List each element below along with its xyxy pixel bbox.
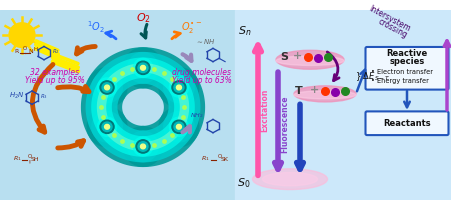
Circle shape — [176, 124, 181, 129]
Text: Reactive: Reactive — [386, 49, 427, 58]
Ellipse shape — [262, 173, 317, 186]
Circle shape — [138, 63, 147, 73]
Text: O: O — [217, 154, 221, 159]
Text: Fluorescence: Fluorescence — [279, 95, 288, 153]
Text: • Electron transfer: • Electron transfer — [370, 69, 432, 75]
Ellipse shape — [276, 50, 343, 69]
Text: SK: SK — [221, 157, 229, 162]
Text: T: T — [295, 86, 302, 96]
Text: +: + — [293, 51, 302, 61]
Text: O: O — [23, 46, 27, 51]
FancyBboxPatch shape — [365, 111, 447, 135]
Text: $R_1$: $R_1$ — [200, 154, 209, 163]
Ellipse shape — [276, 56, 343, 65]
Text: $O_2^{\bullet-}$: $O_2^{\bullet-}$ — [181, 20, 202, 35]
Circle shape — [138, 142, 147, 151]
Text: Excitation: Excitation — [259, 88, 268, 132]
Circle shape — [174, 83, 184, 92]
Circle shape — [140, 144, 145, 149]
Circle shape — [104, 85, 109, 90]
Text: • Energy transfer: • Energy transfer — [370, 78, 428, 84]
Text: $^1O_2$: $^1O_2$ — [87, 20, 105, 35]
Circle shape — [102, 83, 112, 92]
Text: $S_0$: $S_0$ — [237, 176, 250, 190]
Text: drug molecules: drug molecules — [172, 68, 231, 77]
Text: R: R — [15, 49, 19, 54]
Text: SH: SH — [31, 157, 39, 162]
Ellipse shape — [252, 169, 327, 190]
Text: Yield up to 95%: Yield up to 95% — [25, 76, 85, 85]
Text: Intersystem: Intersystem — [367, 4, 411, 33]
Text: H: H — [34, 47, 38, 52]
Circle shape — [9, 23, 35, 47]
Text: Reactants: Reactants — [382, 119, 430, 128]
Text: +: + — [310, 85, 319, 95]
FancyBboxPatch shape — [365, 47, 447, 90]
Text: crossing: crossing — [376, 17, 408, 40]
Text: $\sim NH$: $\sim NH$ — [194, 37, 215, 46]
Text: N: N — [28, 49, 33, 54]
Text: $R_2$: $R_2$ — [52, 47, 60, 56]
Circle shape — [171, 120, 185, 133]
Circle shape — [100, 81, 114, 94]
Circle shape — [102, 122, 112, 132]
Text: ||: || — [28, 159, 31, 163]
Ellipse shape — [293, 86, 355, 102]
Text: $H_2N$: $H_2N$ — [9, 91, 25, 101]
Circle shape — [136, 61, 150, 74]
Circle shape — [104, 124, 109, 129]
Text: O: O — [28, 154, 32, 159]
Text: S: S — [279, 52, 287, 62]
Text: Yield up to 63%: Yield up to 63% — [172, 76, 231, 85]
Text: $R_3$: $R_3$ — [40, 92, 48, 101]
Circle shape — [140, 65, 145, 70]
Text: $NH_2$: $NH_2$ — [190, 111, 203, 120]
Text: $O_2$: $O_2$ — [135, 11, 150, 25]
Text: } $\Delta E_{S-T}$: } $\Delta E_{S-T}$ — [354, 70, 390, 83]
Ellipse shape — [293, 91, 355, 99]
Circle shape — [100, 120, 114, 133]
Text: 32 examples: 32 examples — [30, 68, 79, 77]
Bar — [235, 10, 451, 200]
Circle shape — [171, 81, 185, 94]
Text: species: species — [388, 57, 423, 66]
Circle shape — [176, 85, 181, 90]
Text: $S_n$: $S_n$ — [238, 24, 251, 38]
Circle shape — [174, 122, 184, 132]
Text: $R_1$: $R_1$ — [13, 154, 21, 163]
Circle shape — [136, 140, 150, 153]
